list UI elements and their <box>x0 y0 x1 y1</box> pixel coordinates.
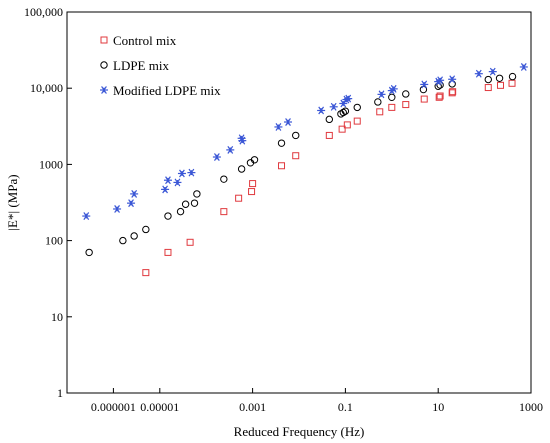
data-point-modified-ldpe-mix <box>389 84 398 93</box>
data-point-ldpe-mix <box>119 236 127 245</box>
data-point-modified-ldpe-mix <box>187 168 196 177</box>
data-point-control-mix <box>508 79 516 87</box>
data-point-ldpe-mix <box>176 207 185 216</box>
plot-frame <box>66 11 532 394</box>
data-point-ldpe-mix <box>325 115 334 124</box>
data-point-modified-ldpe-mix <box>488 67 497 76</box>
data-point-control-mix <box>343 121 351 129</box>
data-point-control-mix <box>248 188 256 196</box>
y-tick-label: 1000 <box>39 157 63 171</box>
data-point-ldpe-mix <box>341 107 350 115</box>
data-point-ldpe-mix <box>220 175 228 183</box>
data-point-control-mix <box>278 162 286 170</box>
data-point-modified-ldpe-mix <box>130 189 139 198</box>
data-point-ldpe-mix <box>339 108 347 117</box>
data-point-ldpe-mix <box>250 156 259 164</box>
data-point-modified-ldpe-mix <box>161 185 170 194</box>
x-tick-label: 0.000001 <box>91 400 136 414</box>
data-point-modified-ldpe-mix <box>436 76 445 85</box>
x-tick-label: 0.001 <box>239 400 266 414</box>
data-point-modified-ldpe-mix <box>212 153 221 161</box>
legend-label-control-mix: Control mix <box>113 33 177 48</box>
data-point-ldpe-mix <box>292 131 300 140</box>
data-point-control-mix <box>220 208 228 216</box>
data-point-modified-ldpe-mix <box>420 80 429 89</box>
data-point-control-mix <box>388 103 396 111</box>
y-tick-label: 10 <box>51 310 63 324</box>
data-point-control-mix <box>325 131 333 139</box>
x-tick-label: 0.1 <box>338 400 353 414</box>
data-point-control-mix <box>436 92 444 100</box>
data-point-ldpe-mix <box>495 74 504 82</box>
data-point-control-mix <box>249 180 257 188</box>
data-point-control-mix <box>496 81 504 89</box>
data-point-ldpe-mix <box>190 199 199 207</box>
data-point-ldpe-mix <box>353 103 361 112</box>
data-point-control-mix <box>420 95 428 103</box>
data-point-ldpe-mix <box>508 72 517 81</box>
y-tick-label: 100,000 <box>24 5 63 19</box>
data-point-ldpe-mix <box>142 225 150 234</box>
data-point-control-mix <box>164 248 172 256</box>
x-tick-label: 10 <box>432 400 444 414</box>
data-point-ldpe-mix <box>484 75 492 84</box>
data-point-control-mix <box>353 117 361 125</box>
data-point-modified-ldpe-mix <box>344 94 353 103</box>
legend-label-ldpe-mix: LDPE mix <box>113 58 169 73</box>
y-axis-title: |E*| (MPa) <box>5 174 20 230</box>
data-point-control-mix <box>142 269 150 277</box>
data-point-modified-ldpe-mix <box>317 106 326 115</box>
data-point-modified-ldpe-mix <box>274 123 283 131</box>
data-point-modified-ldpe-mix <box>329 102 338 111</box>
legend-marker-control-mix <box>100 36 108 44</box>
data-point-ldpe-mix <box>388 93 396 101</box>
data-point-modified-ldpe-mix <box>127 199 136 208</box>
data-point-modified-ldpe-mix <box>82 212 91 220</box>
data-point-control-mix <box>484 84 492 92</box>
data-point-ldpe-mix <box>130 232 138 240</box>
data-point-modified-ldpe-mix <box>226 145 235 154</box>
data-point-control-mix <box>235 194 243 202</box>
data-point-modified-ldpe-mix <box>177 169 186 178</box>
y-tick-label: 1 <box>57 386 63 400</box>
data-point-ldpe-mix <box>277 139 286 147</box>
data-point-modified-ldpe-mix <box>173 178 182 187</box>
data-point-control-mix <box>449 88 457 96</box>
y-tick-label: 10,000 <box>30 81 63 95</box>
data-point-modified-ldpe-mix <box>519 63 528 71</box>
data-point-control-mix <box>292 152 300 160</box>
data-point-modified-ldpe-mix <box>284 118 293 126</box>
data-point-ldpe-mix <box>237 165 246 173</box>
x-axis-title: Reduced Frequency (Hz) <box>234 424 365 439</box>
data-point-control-mix <box>186 238 194 246</box>
legend-label-modified-ldpe-mix: Modified LDPE mix <box>113 83 221 98</box>
legend-marker-modified-ldpe-mix <box>100 86 108 94</box>
data-point-control-mix <box>338 125 346 133</box>
x-tick-label: 0.00001 <box>140 400 179 414</box>
data-point-modified-ldpe-mix <box>448 75 457 84</box>
y-tick-label: 100 <box>45 234 63 248</box>
data-point-modified-ldpe-mix <box>238 136 247 145</box>
data-point-modified-ldpe-mix <box>474 69 483 78</box>
data-point-modified-ldpe-mix <box>113 205 122 213</box>
data-point-ldpe-mix <box>85 248 93 257</box>
data-point-control-mix <box>435 93 443 101</box>
data-point-control-mix <box>376 108 384 116</box>
data-point-ldpe-mix <box>402 90 410 98</box>
data-point-modified-ldpe-mix <box>163 176 172 185</box>
data-point-ldpe-mix <box>164 212 172 220</box>
data-point-control-mix <box>402 101 410 109</box>
data-point-ldpe-mix <box>374 98 382 106</box>
legend-marker-ldpe-mix <box>100 61 108 69</box>
data-point-modified-ldpe-mix <box>377 90 386 99</box>
data-point-ldpe-mix <box>181 200 190 208</box>
x-tick-label: 1000 <box>519 400 543 414</box>
data-point-ldpe-mix <box>193 190 201 198</box>
